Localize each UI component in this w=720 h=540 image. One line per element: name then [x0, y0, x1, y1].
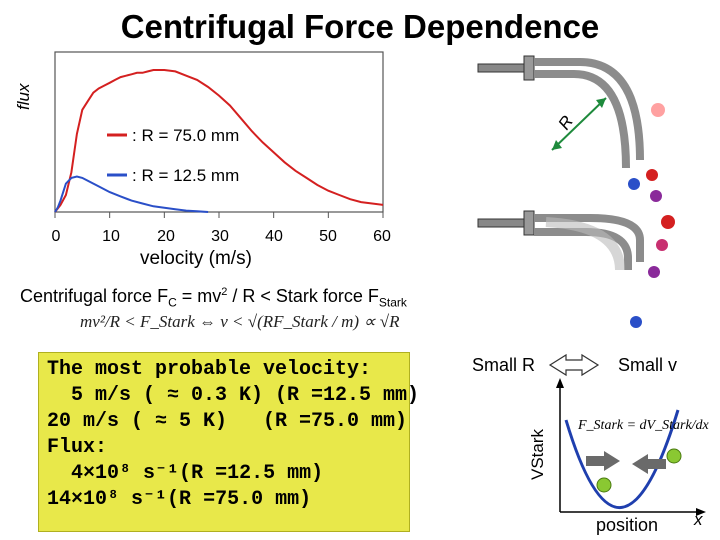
potential-well-plot [556, 378, 706, 516]
formula-rest: / R < Stark force F [227, 286, 379, 306]
page-title: Centrifugal Force Dependence [120, 8, 600, 45]
formula-sub-c: C [168, 295, 177, 310]
guide-outer-bottom [534, 214, 644, 262]
formula-mid: = mv [176, 286, 222, 306]
plot-lines [54, 69, 384, 213]
x-axis-label: velocity (m/s) [140, 248, 252, 269]
source-flange-bottom [523, 210, 535, 236]
info-line-1: The most probable velocity: [47, 358, 372, 381]
info-line-6: 14×10⁸ s⁻¹(R =75.0 mm) [47, 488, 312, 511]
x-axis-label-potential: x [694, 510, 703, 529]
particle-green-right [666, 448, 682, 464]
source-flange-top [523, 55, 535, 81]
x-tick-10: 10 [102, 228, 120, 245]
formula-text: Centrifugal force F [20, 286, 169, 306]
derivation-formula: mv²/R < F_Stark ⇔ v < √(RF_Stark / m) ∝ … [80, 312, 400, 331]
force-arrow-left [586, 451, 620, 471]
series-line-1 [54, 175, 209, 213]
radius-arrow [551, 97, 607, 151]
source-tube-bottom [477, 218, 525, 228]
particle-green-left [596, 477, 612, 493]
x-tick-50: 50 [319, 228, 337, 245]
deflector-diagram-small-r [477, 210, 675, 328]
centrifugal-statement: Centrifugal force FC = mv2 / R < Stark f… [20, 286, 407, 310]
info-line-4: Flux: [47, 436, 108, 459]
info-line-5: 4×10⁸ s⁻¹(R =12.5 mm) [47, 462, 324, 485]
x-tick-60: 60 [373, 228, 391, 245]
small-r-label: Small R [472, 355, 536, 375]
particle-purple-bottom [648, 266, 660, 278]
guide-outer-top [534, 58, 644, 161]
x-tick-30: 30 [211, 228, 229, 245]
legend-label-12: : R = 12.5 mm [132, 166, 239, 185]
particle-pink-bottom [656, 239, 668, 251]
particle-blue-bottom [630, 316, 642, 328]
info-box: The most probable velocity: 5 m/s ( ≈ 0.… [38, 352, 420, 532]
particle-blue [628, 178, 640, 190]
particle-purple [650, 190, 662, 202]
potential-curve [564, 409, 680, 509]
source-tube-top [477, 63, 525, 73]
vstark-axis-label: VStark [528, 428, 547, 480]
double-arrow [548, 353, 600, 377]
info-line-2: 5 m/s ( ≈ 0.3 K) (R =12.5 mm) [47, 384, 420, 407]
y-axis-label: flux [14, 83, 33, 110]
x-tick-20: 20 [157, 228, 175, 245]
force-arrow-right [632, 454, 666, 474]
x-tick-40: 40 [265, 228, 283, 245]
force-equation: F_Stark = dV_Stark/dx [578, 418, 709, 433]
series-line-0 [54, 69, 384, 213]
particle-red-bottom [661, 215, 675, 229]
small-v-label: Small v [618, 355, 678, 375]
particle-red-trail [651, 103, 665, 117]
x-tick-marks [54, 212, 384, 218]
guide-inner-top [534, 70, 630, 169]
deflector-diagram-large-r [477, 55, 665, 202]
particle-red [646, 169, 658, 181]
info-line-3: 20 m/s ( ≈ 5 K) (R =75.0 mm) [47, 410, 408, 433]
formula-sup: 2 [221, 286, 228, 298]
x-tick-0: 0 [51, 228, 61, 245]
position-label: position [596, 515, 659, 535]
formula-sub-stark: Stark [378, 295, 407, 310]
legend-label-75: : R = 75.0 mm [132, 126, 239, 145]
